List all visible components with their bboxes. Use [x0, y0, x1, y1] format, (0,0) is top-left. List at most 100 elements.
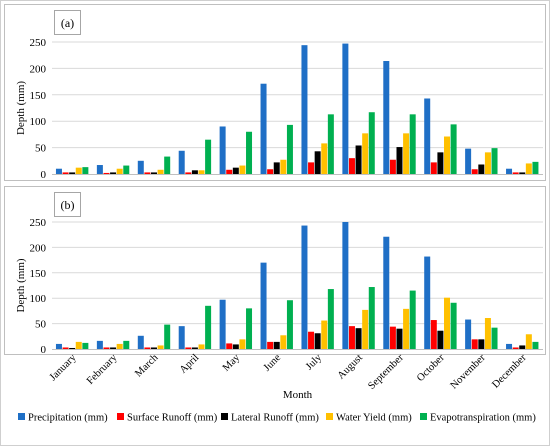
bar [260, 83, 267, 174]
bar [348, 158, 355, 174]
panel-label: (a) [54, 10, 81, 35]
bar [150, 172, 157, 174]
bar [219, 299, 226, 349]
y-tick-label: 100 [30, 116, 47, 128]
bar [327, 114, 334, 174]
bar [260, 262, 267, 349]
bar [232, 167, 239, 174]
bar [219, 126, 226, 174]
bar [430, 162, 437, 174]
bar [123, 165, 130, 174]
legend-item: Evapotranspiration (mm) [420, 413, 536, 424]
bar [512, 347, 519, 349]
panel-frame [4, 4, 546, 181]
bar [484, 152, 491, 174]
bar [273, 162, 280, 174]
x-axis-label: Month [283, 389, 313, 401]
bar [389, 159, 396, 174]
y-tick-label: 50 [35, 143, 47, 155]
bar [280, 159, 287, 174]
bar [512, 172, 519, 174]
bar [246, 308, 253, 349]
bar [308, 331, 315, 349]
y-axis-label: Depth (mm) [15, 81, 27, 135]
bar [484, 318, 491, 349]
bar [198, 170, 205, 174]
legend-item: Water Yield (mm) [326, 413, 412, 424]
legend-label: Surface Runoff (mm) [127, 413, 218, 424]
bar [267, 169, 274, 174]
bar [286, 300, 293, 349]
bar [82, 342, 89, 349]
bar [267, 341, 274, 349]
bar [450, 302, 457, 349]
bar [150, 347, 157, 349]
bar [123, 340, 130, 349]
bar [465, 148, 472, 174]
y-axis-label: Depth (mm) [15, 258, 27, 312]
bar [478, 164, 485, 174]
bar [321, 320, 328, 349]
bar [82, 167, 89, 174]
bar [465, 319, 472, 349]
legend-label: Lateral Runoff (mm) [231, 413, 319, 424]
bar [409, 114, 416, 174]
bar [75, 167, 82, 174]
bar [280, 335, 287, 349]
bar [424, 256, 431, 349]
bar [178, 326, 185, 349]
bar [342, 43, 349, 174]
panel-label-text: (b) [61, 198, 75, 212]
bar [389, 326, 396, 349]
bar [308, 162, 315, 174]
bar [519, 172, 526, 174]
bar [116, 343, 123, 349]
bar [396, 147, 403, 174]
bar [75, 341, 82, 349]
bar [471, 339, 478, 349]
bar [178, 150, 185, 174]
bar [327, 289, 334, 349]
bar [144, 172, 151, 174]
legend-item: Surface Runoff (mm) [117, 413, 218, 424]
legend-swatch [221, 413, 228, 420]
bar [355, 145, 362, 174]
panel-frame [4, 186, 546, 355]
bar [491, 148, 498, 174]
bar [471, 169, 478, 174]
bar [69, 347, 76, 349]
bar [383, 236, 390, 349]
bar [362, 133, 369, 174]
bar [157, 169, 164, 174]
bar [409, 290, 416, 349]
bar [239, 165, 246, 174]
bar [62, 347, 69, 349]
legend-swatch [18, 413, 25, 420]
bar [96, 165, 103, 174]
legend-label: Evapotranspiration (mm) [430, 413, 536, 424]
legend-label: Water Yield (mm) [336, 413, 412, 424]
bar [191, 347, 198, 349]
bar [185, 347, 192, 349]
legend-swatch [117, 413, 124, 420]
bar [348, 326, 355, 349]
y-tick-label: 100 [30, 293, 47, 305]
y-tick-label: 0 [41, 344, 47, 356]
y-tick-label: 250 [30, 217, 47, 229]
legend-item: Lateral Runoff (mm) [221, 413, 319, 424]
bar [273, 341, 280, 349]
y-tick-label: 0 [41, 169, 47, 181]
bar [205, 305, 212, 349]
bar [55, 343, 62, 349]
bar [437, 152, 444, 174]
bar [191, 170, 198, 174]
y-tick-label: 50 [35, 319, 47, 331]
bar [532, 341, 539, 349]
bar [116, 168, 123, 174]
y-tick-label: 250 [30, 37, 47, 49]
bar [301, 45, 308, 174]
bar [491, 327, 498, 349]
bar [246, 131, 253, 174]
bar [506, 343, 513, 349]
